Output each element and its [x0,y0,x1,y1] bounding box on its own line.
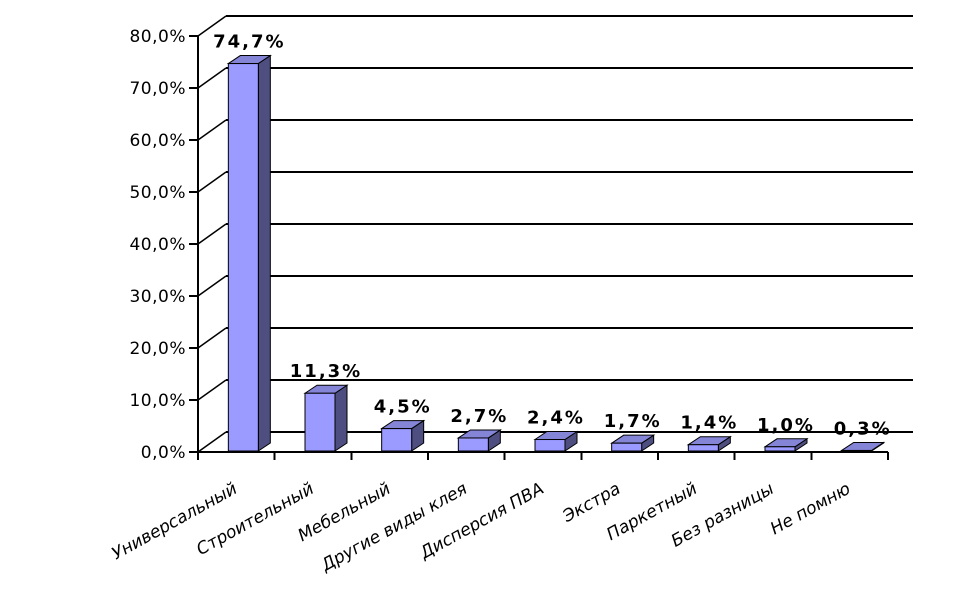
bar-front-face [534,439,566,452]
y-tick-label: 10,0% [129,391,186,411]
bar-data-label: 4,5% [374,397,432,418]
y-tick-label: 80,0% [129,27,186,47]
depth-tick-line [197,223,227,245]
depth-tick-line [197,67,227,89]
bar-data-label: 1,7% [604,411,662,432]
bar-front-face [764,446,796,452]
bar-front-face [611,442,643,452]
depth-tick-line [197,431,227,453]
bar-front-face [841,449,873,452]
y-tick-label: 30,0% [129,287,186,307]
bar-side-face [334,384,348,452]
depth-tick-line [197,119,227,141]
bar-front-face [687,444,719,452]
bar-front-face [227,63,259,452]
bar-data-label: 2,7% [450,406,508,427]
y-tick-label: 20,0% [129,339,186,359]
bar-data-label: 1,0% [757,415,815,436]
bar-data-label: 11,3% [290,361,362,382]
bar-side-face [257,54,271,452]
y-tick-label: 40,0% [129,235,186,255]
bar-data-label: 74,7% [213,32,285,53]
bar-data-label: 0,3% [834,418,892,439]
y-tick-label: 70,0% [129,79,186,99]
depth-tick-line [197,15,227,37]
depth-tick-line [197,379,227,401]
bar-front-face [457,437,489,452]
bar-front-face [381,428,413,452]
y-tick-label: 60,0% [129,131,186,151]
y-tick-label: 50,0% [129,183,186,203]
depth-tick-line [197,275,227,297]
y-tick-label: 0,0% [141,443,186,463]
bar-data-label: 1,4% [680,413,738,434]
depth-tick-line [197,327,227,349]
bar-front-face [304,392,336,452]
bar-data-label: 2,4% [527,408,585,429]
depth-tick-line [197,171,227,193]
